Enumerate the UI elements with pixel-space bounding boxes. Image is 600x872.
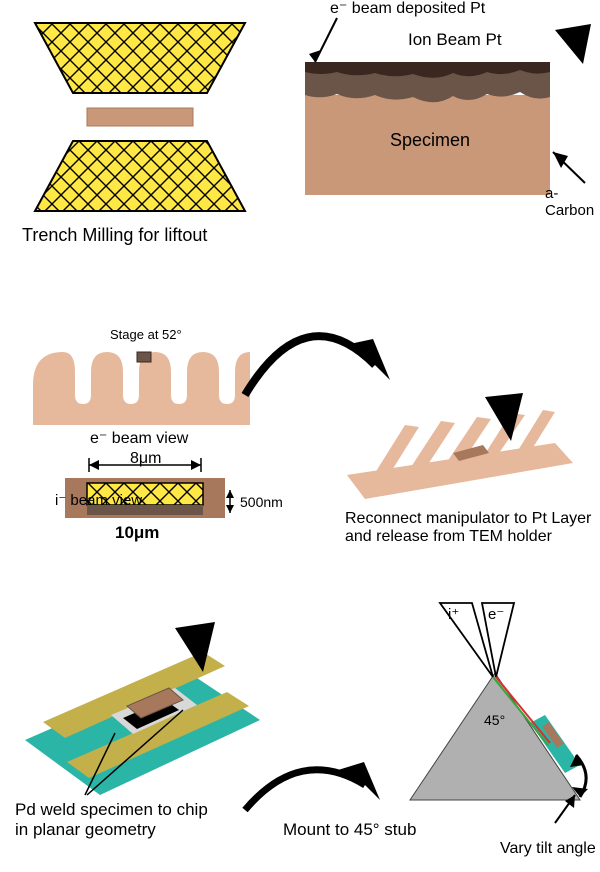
label-reconnect: Reconnect manipulator to Pt Layer and re… [345, 510, 591, 547]
label-ion-beam-pt: Ion Beam Pt [408, 30, 502, 50]
label-e-beam-view: e⁻ beam view [90, 430, 188, 448]
label-500nm: 500nm [240, 494, 283, 510]
trench-caption: Trench Milling for liftout [22, 225, 207, 246]
label-10um: 10μm [115, 523, 159, 543]
label-stage52: Stage at 52° [110, 328, 182, 343]
label-8um: 8μm [130, 450, 161, 468]
label-i-plus: i⁺ [448, 606, 459, 623]
panel3-stub: 45° i⁺ e⁻ [380, 595, 600, 825]
label-a-carbon: a-Carbon [545, 185, 600, 220]
panel2-right [335, 385, 585, 525]
label-i-beam-view: i⁻ beam view [55, 492, 142, 509]
label-e-minus: e⁻ [488, 606, 504, 623]
label-specimen: Specimen [390, 130, 470, 151]
svg-text:45°: 45° [484, 712, 505, 728]
label-pd-weld: Pd weld specimen to chip in planar geome… [15, 800, 208, 839]
label-e-beam-pt: e⁻ beam deposited Pt [330, 0, 485, 18]
panel1-trench [25, 15, 255, 215]
label-vary-tilt: Vary tilt angle [500, 840, 596, 858]
